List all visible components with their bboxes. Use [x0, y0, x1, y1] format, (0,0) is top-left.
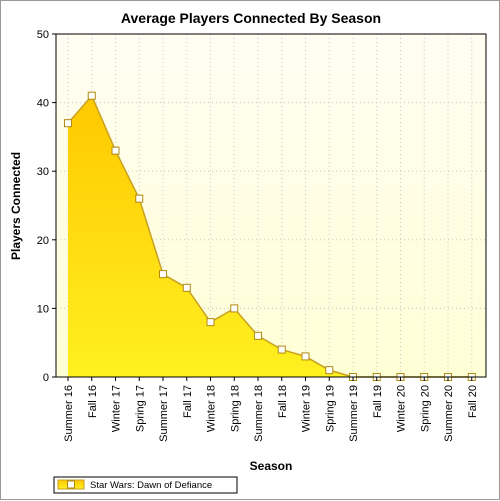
- x-tick-label: Spring 20: [419, 385, 431, 432]
- x-axis-title: Season: [250, 459, 293, 473]
- x-tick-label: Winter 19: [301, 385, 313, 432]
- data-point: [182, 283, 191, 292]
- y-tick-label: 40: [37, 98, 49, 110]
- x-tick-label: Summer 18: [253, 385, 265, 442]
- y-tick-label: 0: [43, 372, 49, 384]
- x-tick-label: Spring 18: [229, 385, 241, 432]
- x-axis-ticks: Summer 16 Fall 16 Winter 17 Spring 17 Summer…: [63, 377, 479, 442]
- y-axis-title: Players Connected: [9, 152, 23, 260]
- data-point: [230, 304, 239, 313]
- legend-label: Star Wars: Dawn of Defiance: [90, 480, 212, 491]
- x-tick-label: Summer 17: [158, 385, 170, 442]
- x-tick-label: Winter 18: [206, 385, 218, 432]
- area-fill: [68, 95, 472, 378]
- y-tick-label: 20: [37, 235, 49, 247]
- data-point: [159, 270, 167, 279]
- y-axis-ticks: 0 10 20 30 40 50: [37, 29, 56, 384]
- x-tick-label: Fall 16: [87, 385, 99, 418]
- x-tick-label: Summer 16: [63, 385, 75, 442]
- data-point: [254, 331, 262, 340]
- data-point: [135, 194, 144, 203]
- data-point: [87, 91, 96, 100]
- data-point: [325, 366, 334, 375]
- data-point: [301, 352, 310, 361]
- x-tick-label: Fall 17: [182, 385, 194, 418]
- x-tick-label: Fall 20: [467, 385, 479, 418]
- y-tick-label: 50: [37, 29, 49, 41]
- x-tick-label: Fall 18: [277, 385, 289, 418]
- legend: Star Wars: Dawn of Defiance: [53, 476, 238, 494]
- chart-title: Average Players Connected By Season: [121, 10, 381, 26]
- legend-box: [53, 476, 238, 494]
- y-tick-label: 10: [37, 303, 49, 315]
- x-tick-label: Fall 19: [372, 385, 384, 418]
- data-point: [206, 318, 215, 327]
- data-point: [277, 345, 286, 354]
- x-tick-label: Winter 17: [111, 385, 123, 432]
- y-tick-label: 30: [37, 166, 49, 178]
- legend-marker: [67, 480, 75, 489]
- x-tick-label: Spring 19: [324, 385, 336, 432]
- plot-border: [55, 33, 487, 378]
- data-point: [111, 146, 120, 155]
- x-tick-label: Summer 20: [443, 385, 455, 442]
- x-tick-label: Summer 19: [348, 385, 360, 442]
- x-tick-label: Winter 20: [396, 385, 408, 432]
- data-point: [64, 119, 72, 128]
- x-tick-label: Spring 17: [134, 385, 146, 432]
